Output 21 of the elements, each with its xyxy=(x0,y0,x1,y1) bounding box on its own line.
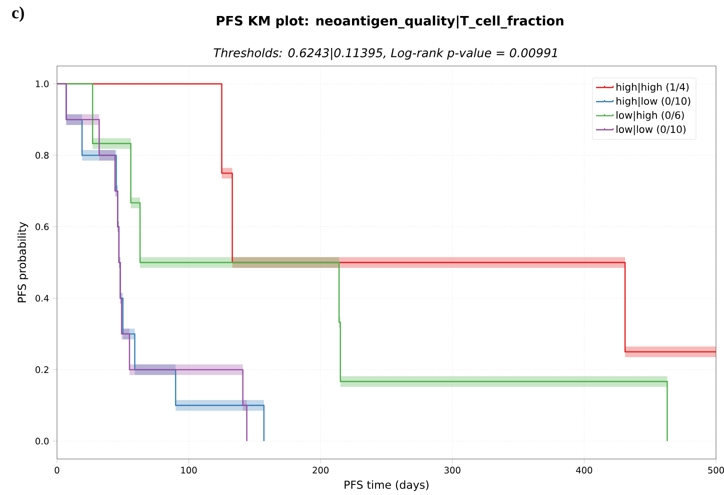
x-tick-label: 500 xyxy=(708,466,724,474)
y-tick-label: 0.8 xyxy=(36,152,49,159)
x-tick-label: 0 xyxy=(54,466,60,474)
x-tick-label: 400 xyxy=(576,466,592,474)
chart-title: PFS KM plot: neoantigen_quality|T_cell_fraction xyxy=(216,16,564,28)
legend-label: low|low (0/10) xyxy=(616,125,686,136)
y-tick-label: 0.4 xyxy=(36,294,49,302)
legend-label: high|low (0/10) xyxy=(616,97,690,108)
y-tick-label: 0.0 xyxy=(36,438,49,445)
x-tick-label: 300 xyxy=(444,466,460,474)
x-tick-label: 200 xyxy=(312,466,329,474)
y-tick-label: 1.0 xyxy=(36,80,49,88)
legend-label: low|high (0/6) xyxy=(616,111,684,122)
y-axis-title: PFS probability xyxy=(18,222,28,302)
y-tick-label: 0.6 xyxy=(36,223,49,230)
x-axis-title: PFS time (days) xyxy=(344,480,428,491)
text: c) xyxy=(12,6,24,22)
y-tick-label: 0.2 xyxy=(36,366,48,374)
legend-label: high|high (1/4) xyxy=(616,82,689,93)
chart-subtitle: Thresholds: 0.6243|0.11395, Log-rank p-value = 0.00991 xyxy=(214,48,557,60)
x-tick-label: 100 xyxy=(181,466,197,474)
